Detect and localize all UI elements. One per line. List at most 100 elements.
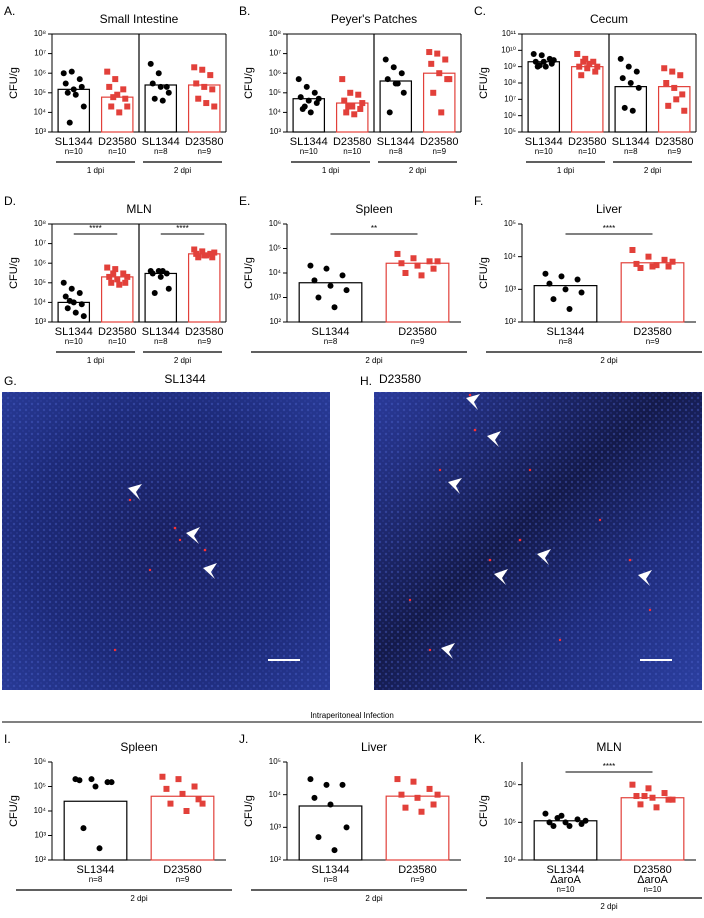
x-tick-label: D23580: [185, 326, 224, 338]
x-tick-label: SL1344: [612, 136, 650, 148]
point: [209, 86, 216, 93]
group-label: 2 dpi: [600, 356, 618, 365]
n-label: n=8: [389, 147, 403, 156]
arrowheads: [128, 484, 217, 579]
x-tick-label: SL1344: [312, 326, 350, 338]
point: [157, 273, 164, 280]
point: [538, 52, 545, 59]
bar: [620, 797, 685, 861]
y-tick-label: 10⁸: [34, 29, 46, 38]
y-tick-label: 10⁵: [269, 757, 281, 766]
bacteria: [113, 498, 207, 652]
point: [669, 258, 676, 265]
point: [199, 800, 206, 807]
x-tick-label: SL1344: [142, 136, 180, 148]
chart-title: Peyer's Patches: [331, 12, 417, 26]
point: [426, 785, 433, 792]
point: [116, 281, 123, 288]
y-tick-label: 10²: [34, 855, 46, 864]
point: [576, 63, 583, 70]
point: [665, 102, 672, 109]
point: [92, 783, 99, 790]
point: [343, 824, 350, 831]
point: [163, 785, 170, 792]
point: [653, 804, 660, 811]
x-tick-label: D23580: [568, 136, 607, 148]
point: [315, 834, 322, 841]
point: [661, 65, 668, 72]
point: [112, 266, 119, 273]
point: [315, 95, 322, 102]
point: [120, 270, 127, 277]
y-tick-label: 10⁶: [34, 258, 46, 267]
n-label: n=9: [667, 147, 681, 156]
point: [301, 103, 308, 110]
x-tick-label: D23580: [333, 136, 372, 148]
point: [108, 279, 115, 286]
point: [114, 276, 121, 283]
bar: [144, 84, 178, 133]
point: [157, 83, 164, 90]
bar: [292, 98, 326, 133]
point: [351, 111, 358, 118]
point: [315, 294, 322, 301]
point: [629, 781, 636, 788]
panel-letter: D.: [4, 194, 16, 208]
point: [627, 80, 634, 86]
point: [295, 76, 302, 83]
point: [165, 285, 172, 292]
x-tick-label: D23580: [420, 136, 459, 148]
y-tick-label: 10⁸: [34, 219, 46, 228]
panel-letter: I.: [4, 732, 11, 746]
point: [64, 89, 71, 96]
point: [78, 301, 85, 308]
micrograph-texture: [374, 392, 702, 690]
point: [323, 265, 330, 272]
point: [382, 56, 389, 63]
point: [76, 290, 83, 297]
y-tick-label: 10³: [269, 127, 281, 136]
y-tick-label: 10⁹: [504, 62, 516, 71]
point: [122, 95, 129, 102]
point: [621, 104, 628, 111]
n-label: n=10: [65, 337, 84, 346]
image-panel-h: H. D23580: [360, 372, 702, 690]
y-tick-label: 10⁵: [34, 782, 46, 791]
x-tick-label: SL1344: [55, 136, 93, 148]
point: [402, 270, 409, 276]
point: [307, 776, 314, 783]
n-label: n=9: [646, 337, 660, 346]
bar: [620, 262, 685, 323]
point: [550, 296, 557, 303]
point: [341, 97, 348, 104]
point: [193, 250, 200, 257]
n-label: n=8: [89, 875, 103, 884]
point: [633, 793, 640, 800]
point: [418, 808, 425, 815]
y-tick-label: 10⁵: [504, 219, 516, 228]
point: [617, 55, 624, 62]
x-tick-label: D23580: [185, 136, 224, 148]
point: [578, 821, 585, 828]
y-axis-label: CFU/g: [243, 257, 255, 289]
point: [108, 103, 115, 110]
point: [207, 250, 214, 257]
x-tick-label: SL1344: [290, 136, 328, 148]
y-tick-label: 10⁶: [269, 68, 281, 77]
x-tick-label: D23580: [655, 136, 694, 148]
point: [410, 778, 417, 785]
point: [434, 791, 441, 798]
bar: [385, 262, 450, 323]
point: [347, 89, 354, 96]
point: [398, 260, 405, 267]
y-tick-label: 10⁷: [34, 49, 46, 58]
point: [394, 776, 401, 783]
point: [211, 103, 218, 110]
n-label: n=9: [176, 875, 190, 884]
y-tick-label: 10⁴: [269, 108, 282, 117]
point: [311, 89, 318, 96]
bar: [298, 282, 363, 323]
point: [72, 309, 79, 316]
point: [60, 279, 67, 286]
panel-letter: H.: [360, 374, 372, 388]
